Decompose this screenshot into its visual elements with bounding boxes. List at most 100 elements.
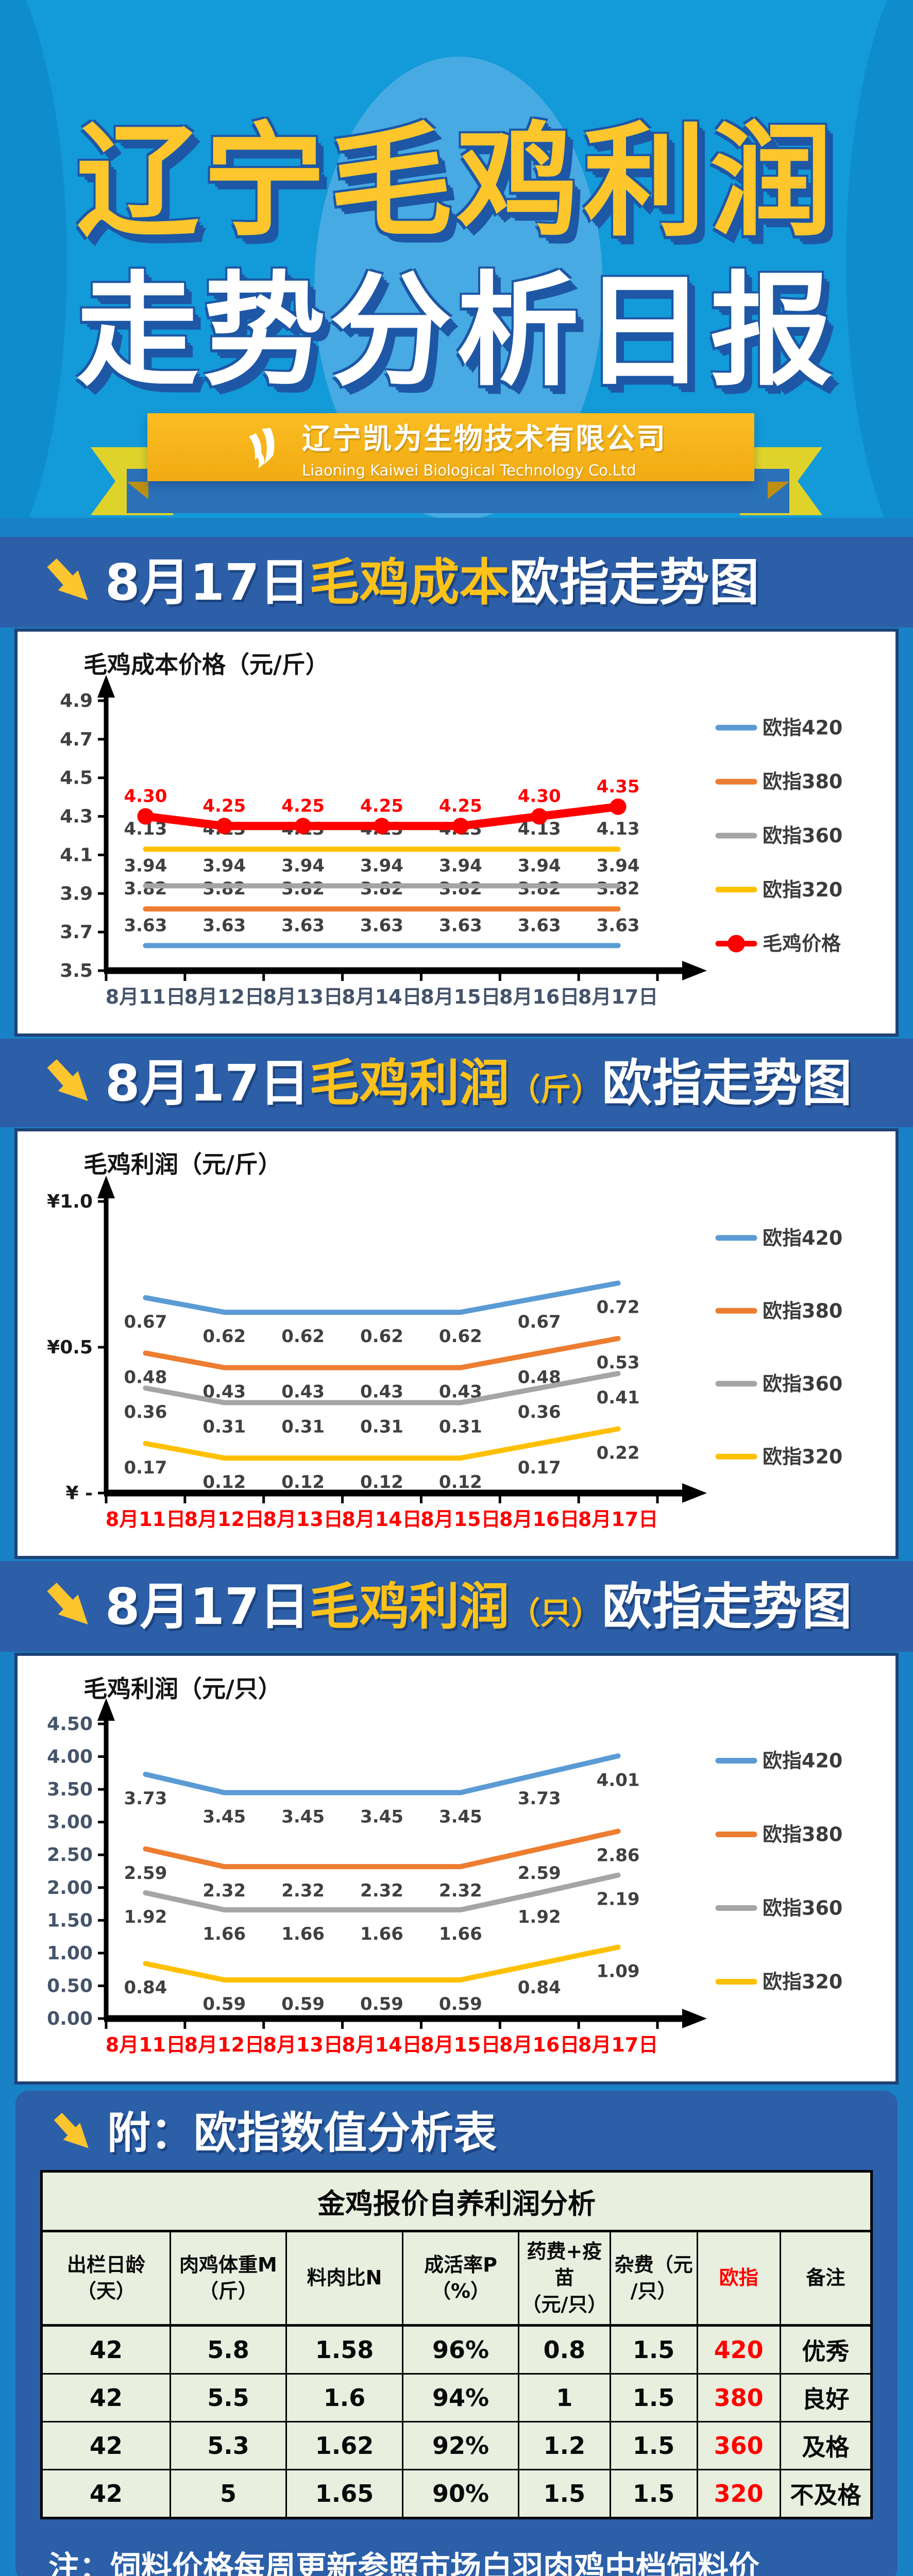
data-label: 4.30 bbox=[518, 786, 561, 807]
data-label: 0.62 bbox=[202, 1326, 246, 1347]
section-heading-profit-bird: 8月17日毛鸡利润（只）欧指走势图 bbox=[0, 1561, 913, 1652]
data-label: 3.63 bbox=[518, 915, 561, 936]
table-cell: 5 bbox=[169, 2468, 288, 2519]
x-tick-label: 8月11日 bbox=[106, 1508, 185, 1531]
data-label: 2.32 bbox=[439, 1880, 482, 1901]
data-label: 2.32 bbox=[281, 1880, 325, 1901]
y-tick-label: 4.1 bbox=[60, 844, 93, 866]
poster-title-line1: 辽宁毛鸡利润 bbox=[76, 111, 837, 253]
footnote: 注：饲料价格每周更新参照市场白羽肉鸡中档饲料价格，雏价和毛鸡价参照金鸡报价沈阳高… bbox=[48, 2549, 759, 2576]
y-tick-label: 2.50 bbox=[47, 1844, 93, 1866]
data-label: 0.84 bbox=[124, 1977, 167, 1998]
data-label: 4.13 bbox=[597, 819, 640, 839]
down-right-arrow-icon bbox=[47, 1583, 88, 1624]
y-tick-label: 3.00 bbox=[47, 1812, 93, 1833]
data-label: 4.25 bbox=[202, 795, 246, 816]
data-label: 2.19 bbox=[597, 1889, 640, 1910]
series-marker bbox=[216, 818, 233, 835]
data-label: 3.63 bbox=[281, 915, 325, 936]
data-label: 4.35 bbox=[597, 776, 640, 797]
table-cell: 42 bbox=[41, 2420, 171, 2470]
data-label: 0.67 bbox=[518, 1312, 561, 1332]
data-label: 0.31 bbox=[202, 1417, 246, 1437]
legend-marker bbox=[728, 935, 745, 953]
section-heading-cost: 8月17日毛鸡成本欧指走势图 bbox=[0, 537, 913, 628]
data-label: 3.73 bbox=[124, 1788, 167, 1809]
section-heading-profit-jin: 8月17日毛鸡利润（斤）欧指走势图 bbox=[0, 1039, 913, 1127]
legend-label: 欧指420 bbox=[763, 716, 842, 739]
x-tick-label: 8月16日 bbox=[499, 2033, 579, 2056]
data-label: 3.82 bbox=[597, 878, 640, 899]
series-marker bbox=[452, 818, 469, 835]
heading-suffix: 欧指走势图 bbox=[602, 1577, 852, 1636]
section-heading-table: 附：欧指数值分析表 bbox=[15, 2091, 898, 2155]
down-right-arrow-icon bbox=[47, 1059, 88, 1101]
section-title: 8月17日毛鸡利润（斤）欧指走势图 bbox=[105, 1058, 852, 1108]
table-cell: 42 bbox=[41, 2324, 171, 2375]
legend-label: 欧指360 bbox=[763, 824, 842, 847]
data-label: 0.59 bbox=[202, 1994, 246, 2014]
heading-unit: （斤） bbox=[509, 1072, 602, 1108]
data-label: 3.63 bbox=[439, 915, 482, 936]
x-tick-label: 8月13日 bbox=[263, 1508, 343, 1531]
data-label: 0.72 bbox=[597, 1297, 640, 1317]
data-label: 0.53 bbox=[597, 1352, 640, 1373]
table-cell: 1.5 bbox=[609, 2324, 698, 2375]
x-tick-label: 8月11日 bbox=[106, 2033, 185, 2056]
series-line-欧指360 bbox=[143, 1872, 621, 1912]
data-label: 3.63 bbox=[124, 915, 167, 936]
x-axis-arrow bbox=[682, 1483, 707, 1503]
table-cell: 1.6 bbox=[285, 2372, 403, 2422]
data-label: 4.01 bbox=[597, 1770, 640, 1790]
x-tick-label: 8月14日 bbox=[342, 1508, 421, 1531]
data-label: 2.86 bbox=[597, 1845, 640, 1866]
data-label: 3.63 bbox=[597, 915, 640, 936]
table-cell: 及格 bbox=[779, 2420, 873, 2470]
y-axis-arrow bbox=[97, 1698, 115, 1721]
data-label: 3.82 bbox=[360, 878, 403, 899]
heading-date: 8月17日 bbox=[105, 553, 310, 612]
profit-per-bird-chart-panel: 毛鸡利润（元/只） 4.50 4.00 3.50 3.00 2.50 2.00 1.50 1.… bbox=[14, 1653, 899, 2084]
legend-label: 欧指320 bbox=[763, 1971, 842, 1993]
series-line-欧指380 bbox=[143, 1828, 621, 1870]
heading-highlight: 毛鸡利润 bbox=[309, 1577, 510, 1636]
table-cell: 1 bbox=[518, 2372, 611, 2422]
heading-suffix: 欧指走势图 bbox=[602, 1054, 852, 1112]
data-label: 3.82 bbox=[439, 878, 482, 899]
data-label: 3.94 bbox=[124, 855, 167, 876]
data-label: 0.31 bbox=[281, 1417, 325, 1437]
profit-jin-chart-title: 毛鸡利润（元/斤） bbox=[83, 1150, 282, 1178]
x-axis-arrow bbox=[682, 2009, 707, 2028]
series-marker bbox=[374, 818, 390, 835]
series-line-欧指320 bbox=[143, 1426, 621, 1461]
y-tick-label: 3.50 bbox=[47, 1779, 93, 1800]
table-cell: 380 bbox=[696, 2372, 781, 2422]
profit-per-bird-line-chart: 4.50 4.00 3.50 3.00 2.50 2.00 1.50 1.00 0.50 0.00… bbox=[47, 1698, 842, 2056]
header: 辽宁毛鸡利润 走势分析日报 辽宁凯为生物技术有限公司 Liaoning Kaiw… bbox=[0, 0, 913, 518]
x-tick-label: 8月13日 bbox=[263, 2033, 343, 2056]
data-label: 0.12 bbox=[360, 1472, 403, 1493]
legend-label: 欧指420 bbox=[763, 1227, 842, 1249]
legend-label: 欧指360 bbox=[763, 1372, 842, 1395]
series-line-欧指420 bbox=[143, 1753, 621, 1795]
data-label: 4.25 bbox=[360, 795, 403, 816]
data-label: 0.67 bbox=[124, 1312, 167, 1332]
x-tick-label: 8月15日 bbox=[420, 2033, 500, 2056]
data-label: 1.66 bbox=[439, 1924, 482, 1944]
x-tick-label: 8月16日 bbox=[499, 986, 579, 1008]
table-row: 42 5.5 1.6 94% 1 1.5 380 良好 bbox=[41, 2372, 873, 2422]
x-tick-label: 8月14日 bbox=[342, 986, 421, 1008]
company-name-cn: 辽宁凯为生物技术有限公司 bbox=[302, 422, 667, 456]
series-line-欧指380 bbox=[143, 1336, 621, 1370]
y-tick-label: 3.9 bbox=[60, 883, 93, 904]
y-axis-arrow bbox=[97, 1176, 115, 1198]
x-tick-label: 8月14日 bbox=[342, 2033, 421, 2056]
heading-suffix: 欧指走势图 bbox=[509, 553, 759, 612]
data-label: 3.45 bbox=[202, 1806, 246, 1827]
series-line-欧指360 bbox=[143, 1370, 621, 1405]
data-label: 3.94 bbox=[202, 855, 246, 876]
table-cell: 1.2 bbox=[518, 2420, 611, 2470]
header-left-curve bbox=[0, 0, 67, 518]
data-label: 0.12 bbox=[439, 1472, 482, 1493]
y-tick-label: 4.3 bbox=[60, 806, 93, 827]
